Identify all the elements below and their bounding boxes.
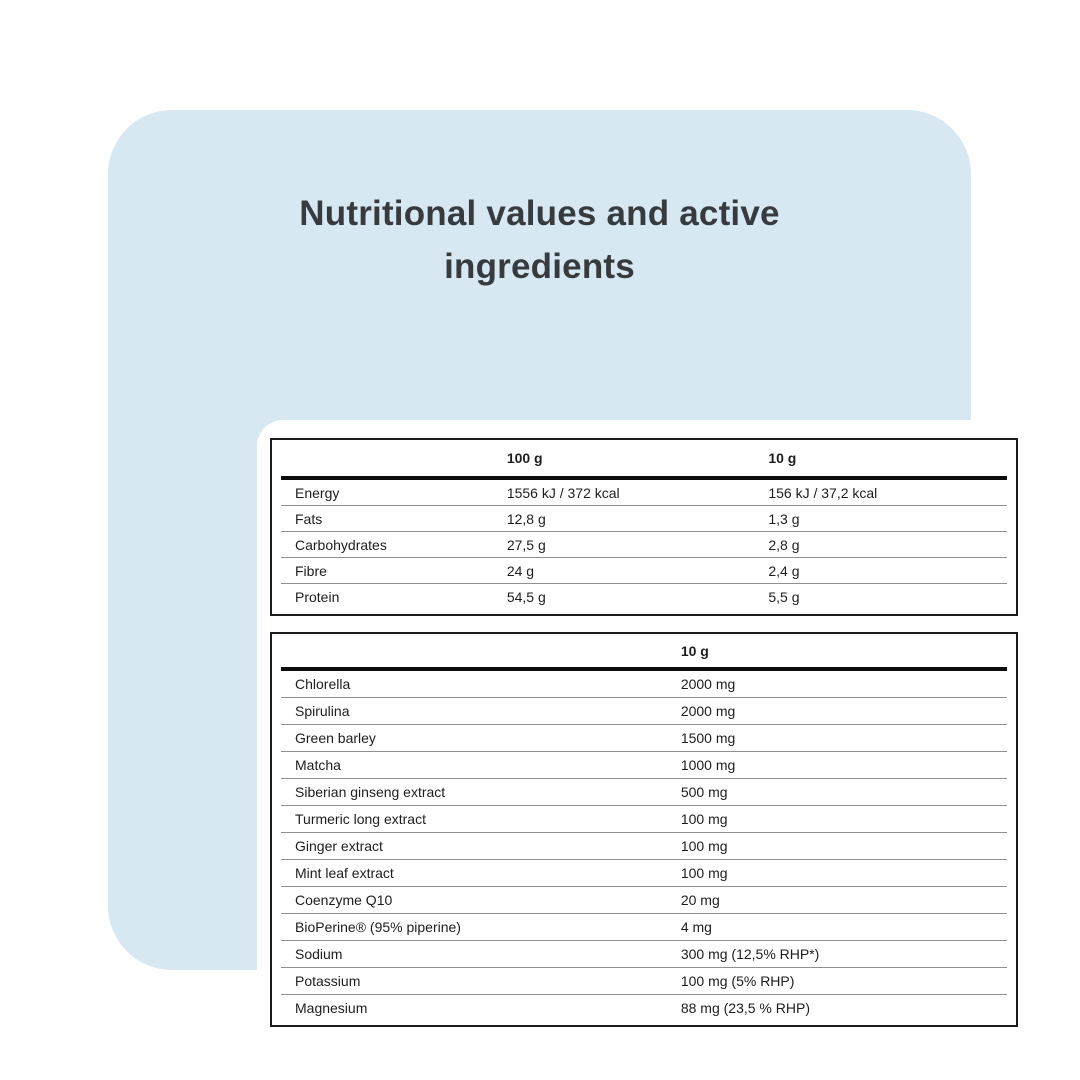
row-label: Coenzyme Q10 xyxy=(295,892,393,908)
row-value-10g: 2,4 g xyxy=(768,562,800,579)
table-row: Ginger extract 100 mg xyxy=(281,832,1007,859)
header-cell-10g: 10 g xyxy=(680,642,709,659)
row-label: Energy xyxy=(295,484,340,501)
info-panel: Nutritional values and active ingredient… xyxy=(108,110,1041,1030)
row-label: Fats xyxy=(295,510,323,527)
nutrition-table: 100 g 10 g Energy 1556 kJ / 372 kcal 156… xyxy=(270,438,1018,616)
nutrition-table-header: 100 g 10 g xyxy=(281,440,1007,476)
nutrition-table-body: Energy 1556 kJ / 372 kcal 156 kJ / 37,2 … xyxy=(281,480,1007,614)
table-row: Energy 1556 kJ / 372 kcal 156 kJ / 37,2 … xyxy=(281,480,1007,505)
ingredients-table-header: 10 g xyxy=(281,634,1007,667)
row-label: Matcha xyxy=(295,757,341,773)
row-value-100g: 24 g xyxy=(506,562,535,579)
table-row: Potassium 100 mg (5% RHP) xyxy=(281,967,1007,994)
row-value-10g: 20 mg xyxy=(680,892,720,908)
row-value-10g: 2000 mg xyxy=(680,703,736,719)
row-label: Green barley xyxy=(295,730,376,746)
row-value-10g: 100 mg xyxy=(680,865,728,881)
row-label: Ginger extract xyxy=(295,838,383,854)
row-value-10g: 2,8 g xyxy=(768,536,800,553)
row-label: Spirulina xyxy=(295,703,350,719)
row-value-10g: 100 mg (5% RHP) xyxy=(680,973,795,989)
table-row: Green barley 1500 mg xyxy=(281,724,1007,751)
ingredients-table-body: Chlorella 2000 mg Spirulina 2000 mg Gree… xyxy=(281,671,1007,1025)
table-row: Fibre 24 g 2,4 g xyxy=(281,557,1007,583)
row-value-10g: 500 mg xyxy=(680,784,728,800)
row-value-10g: 156 kJ / 37,2 kcal xyxy=(768,484,878,501)
row-value-100g: 12,8 g xyxy=(506,510,546,527)
table-row: Sodium 300 mg (12,5% RHP*) xyxy=(281,940,1007,967)
row-value-10g: 100 mg xyxy=(680,838,728,854)
row-label: Turmeric long extract xyxy=(295,811,426,827)
row-value-10g: 100 mg xyxy=(680,811,728,827)
row-label: Sodium xyxy=(295,946,343,962)
ingredients-table: 10 g Chlorella 2000 mg Spirulina 2000 mg… xyxy=(270,632,1018,1027)
header-cell-10g: 10 g xyxy=(768,450,797,466)
header-rule xyxy=(281,476,1007,480)
row-value-10g: 1000 mg xyxy=(680,757,736,773)
row-value-10g: 88 mg (23,5 % RHP) xyxy=(680,1000,810,1016)
row-label: Chlorella xyxy=(295,676,351,692)
table-row: Coenzyme Q10 20 mg xyxy=(281,886,1007,913)
row-label: Siberian ginseng extract xyxy=(295,784,446,800)
header-rule xyxy=(281,667,1007,671)
table-row: Turmeric long extract 100 mg xyxy=(281,805,1007,832)
row-label: Potassium xyxy=(295,973,361,989)
table-row: Magnesium 88 mg (23,5 % RHP) xyxy=(281,994,1007,1021)
row-value-10g: 4 mg xyxy=(680,919,712,935)
row-label: Magnesium xyxy=(295,1000,368,1016)
table-row: Siberian ginseng extract 500 mg xyxy=(281,778,1007,805)
row-value-100g: 54,5 g xyxy=(506,588,546,605)
table-row: Matcha 1000 mg xyxy=(281,751,1007,778)
row-label: Mint leaf extract xyxy=(295,865,394,881)
table-row: Carbohydrates 27,5 g 2,8 g xyxy=(281,531,1007,557)
row-label: Fibre xyxy=(295,562,327,579)
table-row: Fats 12,8 g 1,3 g xyxy=(281,505,1007,531)
table-row: Chlorella 2000 mg xyxy=(281,671,1007,697)
page-title: Nutritional values and active ingredient… xyxy=(299,194,780,286)
table-row: BioPerine® (95% piperine) 4 mg xyxy=(281,913,1007,940)
row-value-10g: 1,3 g xyxy=(768,510,800,527)
table-row: Spirulina 2000 mg xyxy=(281,697,1007,724)
table-row: Mint leaf extract 100 mg xyxy=(281,859,1007,886)
row-label: Protein xyxy=(295,588,340,605)
table-row: Protein 54,5 g 5,5 g xyxy=(281,583,1007,609)
tables-card: 100 g 10 g Energy 1556 kJ / 372 kcal 156… xyxy=(257,420,1041,1030)
row-label: BioPerine® (95% piperine) xyxy=(295,919,461,935)
row-value-10g: 300 mg (12,5% RHP*) xyxy=(680,946,820,962)
row-value-10g: 5,5 g xyxy=(768,588,800,605)
row-value-100g: 27,5 g xyxy=(506,536,546,553)
row-value-10g: 2000 mg xyxy=(680,676,736,692)
row-label: Carbohydrates xyxy=(295,536,387,553)
row-value-10g: 1500 mg xyxy=(680,730,736,746)
header-cell-100g: 100 g xyxy=(506,450,543,466)
row-value-100g: 1556 kJ / 372 kcal xyxy=(506,484,620,501)
